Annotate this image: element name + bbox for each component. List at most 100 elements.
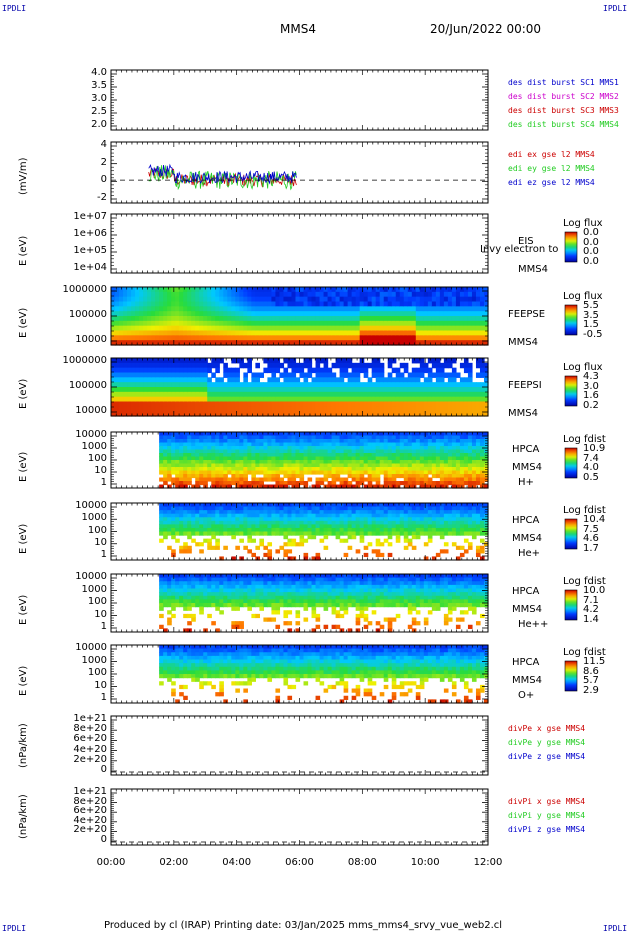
y-tick-label: 1000 <box>81 583 107 595</box>
colorbar-value: 1.6 <box>583 390 599 401</box>
panel-5 <box>110 431 489 489</box>
y-tick-label: 10000 <box>75 405 107 416</box>
spectrogram-4 <box>111 358 489 417</box>
legend-entry: des dist burst SC3 MMS3 <box>508 106 619 115</box>
panel-label: MMS4 <box>512 604 542 615</box>
legend-entry: des dist burst SC2 MMS2 <box>508 92 619 101</box>
y-tick-label: 0 <box>100 834 107 845</box>
panel-label: FEEPSE <box>508 309 546 320</box>
y-tick-label: 10000 <box>75 571 107 582</box>
legend-entry: des dist burst SC4 MMS4 <box>508 120 619 129</box>
colorbar-value: 8.6 <box>583 665 599 677</box>
panel-label: FEEPSI <box>508 380 542 391</box>
y-tick-label: 0 <box>100 764 107 775</box>
panel-9 <box>110 715 489 776</box>
y-tick-label: 1 <box>100 621 107 632</box>
date-title: 20/Jun/2022 00:00 <box>430 22 542 36</box>
y-tick-label: 10 <box>94 536 107 548</box>
colorbar-title: Log fdist <box>563 434 606 445</box>
y-tick-label: 1 <box>100 549 107 560</box>
colorbar <box>564 660 578 692</box>
y-axis-label: (nPa/km) <box>18 722 29 768</box>
y-tick-label: 10000 <box>75 642 107 653</box>
colorbar-value: 11.5 <box>583 656 606 667</box>
y-tick-label: 6e+20 <box>73 805 107 817</box>
spectrogram-7 <box>159 574 489 633</box>
colorbar-title: Log fdist <box>563 647 606 658</box>
colorbar-value: 4.2 <box>583 604 599 615</box>
panel-label: MMS4 <box>512 675 542 686</box>
panel-label: MMS4 <box>512 462 542 473</box>
panel-label: HPCA <box>512 515 540 526</box>
y-tick-label: 1e+05 <box>73 245 107 256</box>
colorbar-value: 3.0 <box>583 380 599 392</box>
colorbar-value: 0.0 <box>583 255 599 267</box>
legend-entry: des dist burst SC1 MMS1 <box>508 78 619 87</box>
colorbar-value: 1.5 <box>583 319 599 330</box>
colorbar-value: 7.4 <box>583 452 599 464</box>
y-tick-label: 1 <box>100 692 107 703</box>
y-tick-label: -2 <box>97 192 107 203</box>
y-tick-label: 100 <box>87 667 107 678</box>
y-axis-label: E (eV) <box>18 594 29 625</box>
colorbar-value: 1.4 <box>583 613 599 625</box>
colorbar-value: 10.4 <box>583 514 606 525</box>
panel-label: O+ <box>518 690 535 701</box>
colorbar <box>564 447 578 479</box>
y-axis-label: E (eV) <box>18 307 29 338</box>
panel-2 <box>110 213 489 274</box>
x-tick-label: 08:00 <box>347 857 377 868</box>
y-tick-label: 4.0 <box>91 67 107 78</box>
y-axis-label: (nPa/km) <box>18 794 29 839</box>
colorbar-value: 7.1 <box>583 594 599 606</box>
y-tick-label: 1e+04 <box>73 262 107 273</box>
panel-label: HPCA <box>512 657 540 668</box>
colorbar-value: 4.3 <box>583 371 599 382</box>
spectrogram-3 <box>111 287 489 346</box>
y-axis-label: E (eV) <box>18 235 29 266</box>
panel-4 <box>110 357 489 417</box>
panel-3 <box>110 286 489 346</box>
x-tick-label: 10:00 <box>410 857 440 868</box>
y-tick-label: 4e+20 <box>73 743 107 755</box>
panel-label: MMS4 <box>512 533 542 544</box>
panel-8 <box>110 644 489 704</box>
y-axis-label: E (eV) <box>18 665 29 696</box>
y-tick-label: 1000 <box>81 512 107 524</box>
x-tick-label: 06:00 <box>285 857 314 868</box>
y-tick-label: 1e+07 <box>73 211 107 222</box>
panel-label: MMS4 <box>508 408 538 419</box>
corner-label-top-left: IPDLI <box>2 4 27 13</box>
panel-0 <box>110 69 489 131</box>
colorbar <box>564 589 578 621</box>
legend-entry: divPe z gse MMS4 <box>508 752 586 761</box>
y-tick-label: 1e+21 <box>73 713 107 724</box>
y-axis-label: E (eV) <box>18 451 29 482</box>
colorbar-value: 3.5 <box>583 309 599 321</box>
panel-label: HPCA <box>512 586 540 597</box>
y-tick-label: 100 <box>87 453 107 464</box>
panel-label: EIS <box>518 236 534 247</box>
y-tick-label: 10 <box>94 608 107 620</box>
colorbar-value: 10.0 <box>583 585 606 596</box>
colorbar-value: 4.6 <box>583 533 599 544</box>
y-tick-label: 100 <box>87 596 107 607</box>
y-tick-label: 10000 <box>75 334 107 345</box>
colorbar <box>564 375 578 407</box>
y-tick-label: 100000 <box>68 309 107 320</box>
colorbar <box>564 518 578 550</box>
y-tick-label: 10 <box>94 465 107 476</box>
y-tick-label: 4e+20 <box>73 814 107 826</box>
legend-entry: edi ex gse l2 MMS4 <box>508 150 595 159</box>
colorbar-value: 0.0 <box>583 236 599 248</box>
colorbar-value: 0.0 <box>583 246 599 257</box>
efield-trace-2 <box>148 163 297 185</box>
y-tick-label: 0 <box>100 174 107 186</box>
legend-entry: divPe y gse MMS4 <box>508 738 586 747</box>
legend-entry: divPi x gse MMS4 <box>508 797 586 806</box>
panel-label: H+ <box>518 477 534 488</box>
y-tick-label: 1000 <box>81 654 107 666</box>
colorbar-value: 10.9 <box>583 443 606 454</box>
